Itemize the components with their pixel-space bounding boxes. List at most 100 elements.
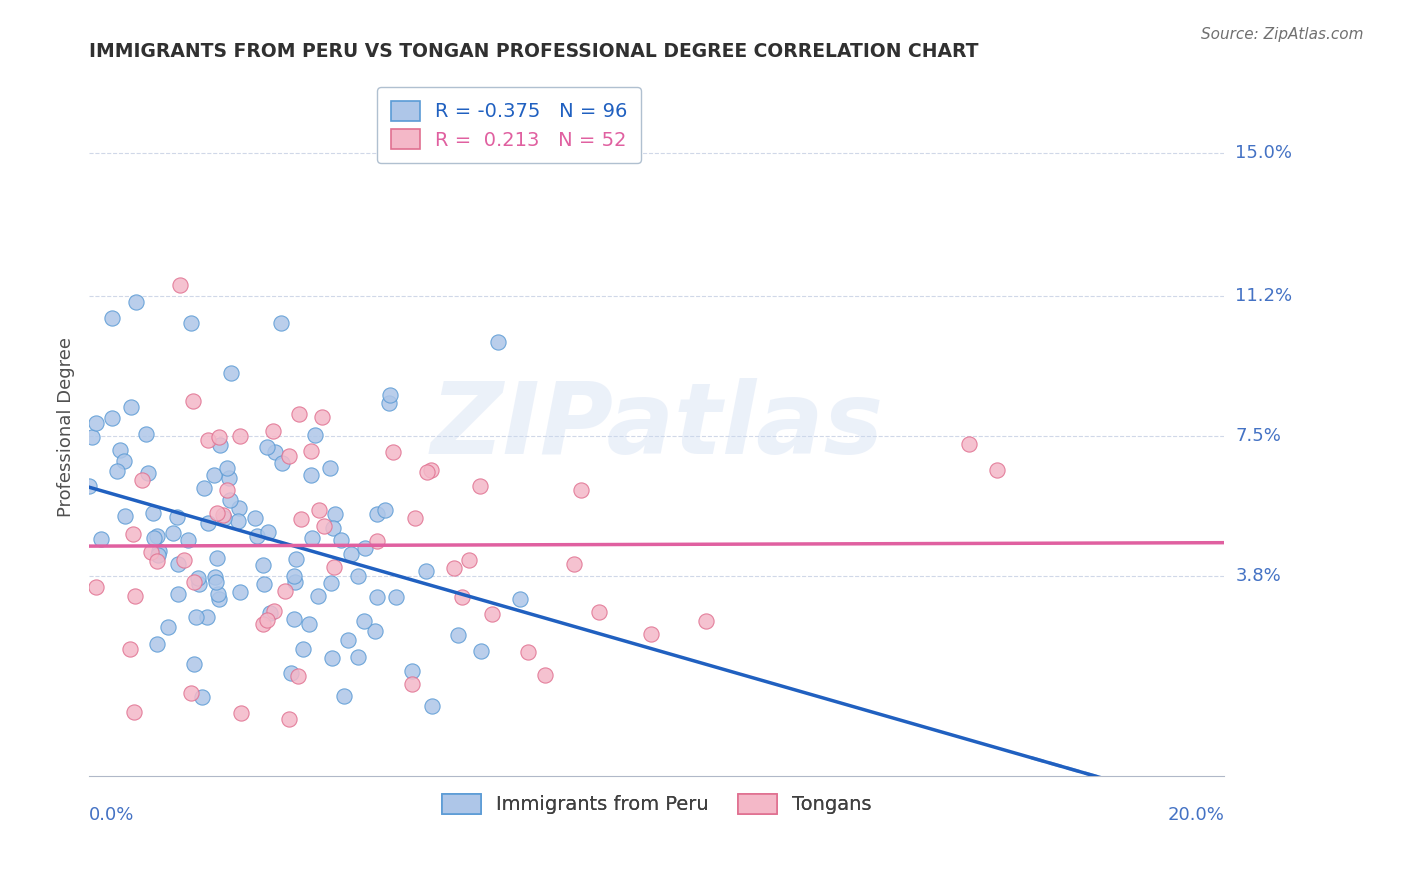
Point: [346, 649, 368, 664]
Point: [420, 699, 443, 714]
Text: 0.0%: 0.0%: [89, 806, 135, 824]
Point: [122, 705, 145, 719]
Point: [124, 589, 146, 603]
Point: [215, 483, 238, 498]
Point: [121, 527, 143, 541]
Point: [112, 453, 135, 467]
Point: [323, 559, 346, 574]
Point: [588, 605, 610, 619]
Point: [308, 503, 330, 517]
Point: [197, 433, 219, 447]
Point: [183, 574, 205, 589]
Point: [101, 310, 124, 325]
Point: [323, 507, 346, 521]
Y-axis label: Professional Degree: Professional Degree: [58, 336, 75, 516]
Point: [291, 641, 314, 656]
Point: [219, 493, 242, 508]
Point: [218, 471, 240, 485]
Point: [212, 508, 235, 522]
Point: [253, 577, 276, 591]
Point: [228, 429, 250, 443]
Point: [142, 506, 165, 520]
Text: ZIPatlas: ZIPatlas: [430, 378, 883, 475]
Point: [486, 334, 509, 349]
Point: [180, 316, 202, 330]
Point: [262, 425, 284, 439]
Point: [516, 645, 538, 659]
Point: [562, 558, 585, 572]
Point: [205, 506, 228, 520]
Point: [252, 616, 274, 631]
Text: 11.2%: 11.2%: [1236, 287, 1292, 305]
Point: [162, 525, 184, 540]
Point: [212, 511, 235, 525]
Point: [288, 407, 311, 421]
Point: [208, 592, 231, 607]
Point: [217, 461, 239, 475]
Point: [321, 650, 343, 665]
Point: [284, 575, 307, 590]
Point: [278, 449, 301, 463]
Point: [166, 510, 188, 524]
Point: [146, 529, 169, 543]
Point: [468, 478, 491, 492]
Point: [366, 590, 388, 604]
Point: [157, 620, 180, 634]
Point: [180, 686, 202, 700]
Point: [304, 427, 326, 442]
Point: [108, 442, 131, 457]
Point: [307, 590, 329, 604]
Point: [301, 531, 323, 545]
Point: [90, 532, 112, 546]
Point: [470, 644, 492, 658]
Point: [209, 438, 232, 452]
Point: [263, 604, 285, 618]
Point: [146, 636, 169, 650]
Point: [401, 677, 423, 691]
Point: [252, 558, 274, 572]
Point: [319, 460, 342, 475]
Point: [366, 507, 388, 521]
Point: [208, 430, 231, 444]
Point: [353, 614, 375, 628]
Point: [364, 624, 387, 639]
Point: [256, 613, 278, 627]
Point: [640, 627, 662, 641]
Point: [207, 587, 229, 601]
Point: [284, 552, 307, 566]
Point: [333, 690, 356, 704]
Point: [374, 503, 396, 517]
Point: [290, 512, 312, 526]
Text: 3.8%: 3.8%: [1236, 566, 1281, 585]
Point: [120, 401, 142, 415]
Point: [77, 479, 100, 493]
Point: [197, 610, 219, 624]
Point: [114, 509, 136, 524]
Point: [143, 531, 166, 545]
Point: [173, 553, 195, 567]
Point: [280, 666, 302, 681]
Point: [204, 570, 226, 584]
Point: [571, 483, 593, 497]
Point: [187, 571, 209, 585]
Point: [451, 591, 474, 605]
Point: [378, 387, 401, 401]
Point: [283, 612, 305, 626]
Point: [177, 533, 200, 547]
Point: [314, 518, 336, 533]
Point: [187, 576, 209, 591]
Point: [381, 445, 404, 459]
Point: [415, 564, 437, 578]
Point: [228, 500, 250, 515]
Point: [186, 610, 208, 624]
Text: 15.0%: 15.0%: [1236, 145, 1292, 162]
Point: [105, 464, 128, 478]
Point: [169, 278, 191, 293]
Point: [339, 547, 361, 561]
Point: [447, 627, 470, 641]
Point: [443, 560, 465, 574]
Point: [84, 580, 107, 594]
Point: [283, 569, 305, 583]
Point: [131, 473, 153, 487]
Point: [167, 587, 190, 601]
